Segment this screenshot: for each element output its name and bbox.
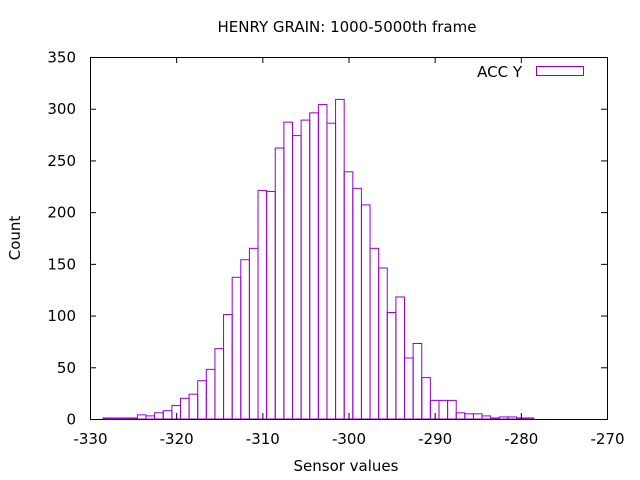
x-tick-label: -320 bbox=[160, 430, 194, 448]
legend: ACC Y bbox=[477, 63, 584, 81]
x-tick-label: -280 bbox=[504, 430, 538, 448]
histogram-bar bbox=[136, 414, 147, 420]
histogram-bar bbox=[257, 189, 268, 420]
y-tick-label: 200 bbox=[47, 204, 76, 222]
histogram-bar bbox=[154, 412, 164, 420]
histogram-bar bbox=[481, 415, 492, 420]
histogram-bar bbox=[369, 247, 380, 420]
histogram-bar bbox=[248, 247, 259, 420]
histogram-bar bbox=[188, 393, 199, 420]
histogram-bar bbox=[516, 417, 526, 420]
histogram-bar bbox=[274, 147, 285, 420]
histogram-bar bbox=[283, 121, 294, 420]
histogram-bar bbox=[343, 171, 354, 420]
histogram-bar bbox=[472, 413, 483, 420]
histogram-bar bbox=[162, 410, 173, 420]
x-tick-label: -310 bbox=[246, 430, 280, 448]
x-tick-label: -330 bbox=[73, 430, 107, 448]
histogram-bar bbox=[464, 413, 474, 420]
y-tick-label: 100 bbox=[47, 307, 76, 325]
histogram-bar bbox=[395, 296, 406, 420]
legend-swatch-acc-y bbox=[536, 66, 584, 76]
histogram-bar bbox=[404, 357, 414, 420]
histogram-bar bbox=[438, 399, 449, 420]
histogram-bars bbox=[102, 98, 535, 420]
plot-frame bbox=[90, 57, 608, 420]
histogram-bar bbox=[179, 397, 190, 420]
histogram-bar bbox=[326, 122, 337, 420]
histogram-bar bbox=[240, 259, 250, 420]
axis-ticks: -330 -320 -310 -300 -290 -280 -270 0 50 100 150 200… bbox=[47, 49, 624, 449]
histogram-bar bbox=[352, 187, 362, 420]
y-tick-label: 150 bbox=[47, 255, 76, 273]
histogram-bar bbox=[317, 104, 328, 420]
y-axis-label: Count bbox=[6, 216, 24, 261]
histogram-bar bbox=[231, 276, 242, 420]
histogram-bar bbox=[214, 348, 225, 420]
histogram-bar bbox=[205, 368, 216, 420]
y-tick-label: 250 bbox=[47, 152, 76, 170]
histogram-bar bbox=[102, 417, 113, 420]
histogram-bar bbox=[386, 311, 397, 420]
histogram-bar bbox=[291, 135, 302, 420]
histogram-bar bbox=[421, 377, 431, 420]
histogram-bar bbox=[447, 399, 457, 420]
chart-title: HENRY GRAIN: 1000-5000th frame bbox=[218, 18, 477, 36]
x-axis-label: Sensor values bbox=[294, 457, 399, 475]
x-tick-label: -290 bbox=[418, 430, 452, 448]
y-tick-label: 0 bbox=[66, 411, 76, 429]
histogram-bar bbox=[455, 412, 466, 420]
y-tick-label: 50 bbox=[57, 359, 76, 377]
histogram-bar bbox=[128, 417, 138, 420]
histogram-bar bbox=[498, 416, 509, 420]
x-tick-label: -270 bbox=[590, 430, 624, 448]
histogram-bar bbox=[266, 190, 276, 420]
histogram-bar bbox=[119, 417, 130, 420]
x-tick-label: -300 bbox=[332, 430, 366, 448]
histogram-bar bbox=[507, 416, 518, 420]
histogram-bar bbox=[197, 380, 207, 420]
histogram-bar bbox=[360, 204, 371, 420]
y-tick-label: 350 bbox=[47, 49, 76, 67]
histogram-bar bbox=[335, 98, 345, 420]
histogram-bar bbox=[111, 417, 121, 420]
histogram-bar bbox=[524, 417, 535, 420]
legend-label-acc-y: ACC Y bbox=[477, 63, 523, 81]
histogram-bar bbox=[378, 267, 388, 420]
histogram-bar bbox=[412, 343, 423, 420]
histogram-bar bbox=[223, 314, 233, 420]
histogram-bar bbox=[490, 417, 500, 420]
histogram-bar bbox=[300, 119, 311, 420]
histogram-bar bbox=[309, 112, 319, 420]
y-tick-label: 300 bbox=[47, 100, 76, 118]
histogram-bar bbox=[145, 415, 156, 420]
